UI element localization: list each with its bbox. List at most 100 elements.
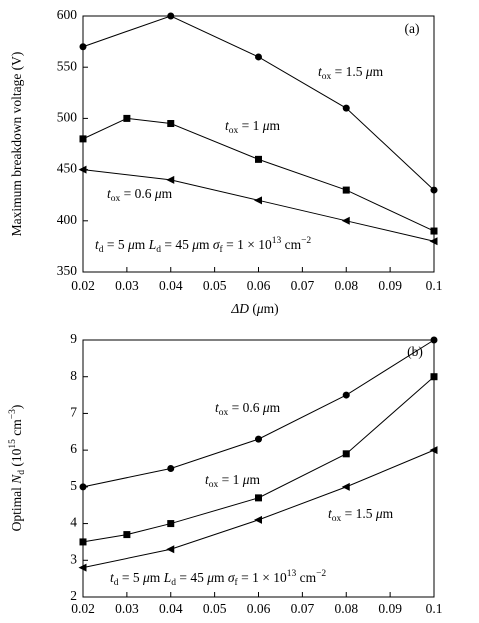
- marker: [254, 196, 262, 205]
- x-tick-label: 0.06: [247, 601, 271, 616]
- text-part: ox: [322, 72, 332, 82]
- text-part: = 0.6: [228, 400, 263, 415]
- x-tick-label: 0.03: [115, 601, 139, 616]
- x-tick-label: 0.07: [291, 278, 315, 293]
- text-part: t: [318, 64, 323, 79]
- text-part: 13: [272, 236, 282, 246]
- text-part: = 45: [161, 237, 192, 252]
- text-part: d: [114, 578, 119, 588]
- marker: [430, 336, 438, 344]
- text-part: d: [17, 470, 27, 475]
- x-tick-label: 0.06: [247, 278, 271, 293]
- marker: [429, 237, 438, 246]
- marker: [430, 186, 438, 194]
- text-part: μ: [256, 301, 264, 316]
- text-part: d: [171, 578, 176, 588]
- text-part: = 1 × 10: [223, 237, 272, 252]
- x-tick-label: 0.08: [334, 601, 358, 616]
- x-tick-label: 0.05: [203, 601, 227, 616]
- x-tick-label: 0.09: [378, 278, 402, 293]
- marker: [167, 520, 175, 528]
- marker: [79, 43, 87, 51]
- marker: [79, 483, 87, 491]
- text-part: μ: [375, 506, 383, 521]
- y-tick-label: 9: [70, 331, 77, 346]
- x-tick-label: 0.09: [378, 601, 402, 616]
- y-tick-label: 3: [70, 551, 77, 566]
- panel-label: (a): [405, 21, 420, 36]
- text-part: d: [99, 245, 104, 255]
- marker: [79, 135, 87, 143]
- text-part: f: [235, 577, 239, 588]
- text-part: μ: [262, 400, 270, 415]
- text-part: μ: [365, 64, 373, 79]
- marker: [166, 175, 175, 184]
- text-part: m: [250, 472, 261, 487]
- text-part: = 1.5: [341, 506, 376, 521]
- marker: [79, 538, 87, 546]
- text-part: ox: [332, 514, 342, 524]
- marker: [123, 114, 131, 122]
- x-tick-label: 0.04: [159, 601, 183, 616]
- marker: [167, 12, 175, 20]
- text-part: t: [107, 186, 112, 201]
- marker: [342, 391, 350, 399]
- text-part: f: [220, 244, 224, 255]
- marker: [167, 465, 175, 472]
- text-part: ox: [219, 408, 229, 418]
- text-part: m: [270, 118, 281, 133]
- text-part: t: [205, 472, 210, 487]
- y-tick-label: 2: [70, 588, 77, 603]
- text-part: = 1.5: [331, 64, 366, 79]
- text-part: ): [9, 405, 24, 410]
- text-part: t: [95, 237, 100, 252]
- marker: [342, 186, 350, 194]
- text-part: = 1: [238, 118, 263, 133]
- text-part: m: [150, 570, 164, 585]
- text-part: = 1 × 10: [238, 570, 287, 585]
- marker: [255, 435, 262, 443]
- text-part: cm: [296, 570, 316, 585]
- text-part: −2: [301, 236, 311, 246]
- marker: [430, 227, 438, 235]
- text-part: t: [225, 118, 230, 133]
- x-tick-label: 0.08: [334, 278, 358, 293]
- marker: [78, 165, 87, 174]
- x-axis-label: ΔD (μm): [230, 301, 278, 316]
- x-tick-label: 0.07: [291, 601, 315, 616]
- text-part: 15: [8, 439, 18, 449]
- text-part: N: [9, 474, 24, 485]
- series-label: tox = 1 μm: [225, 118, 281, 136]
- y-tick-label: 8: [70, 368, 77, 383]
- text-part: Maximum breakdown voltage (V): [9, 52, 24, 237]
- y-axis-label: Optimal Nd (1015 cm−3): [8, 405, 27, 532]
- series-line: [82, 117, 435, 232]
- text-part: (: [249, 301, 257, 316]
- series-line: [82, 169, 435, 242]
- text-part: cm: [281, 237, 301, 252]
- y-tick-label: 450: [57, 161, 78, 176]
- marker: [123, 531, 131, 539]
- text-part: t: [110, 570, 115, 585]
- text-part: m: [135, 237, 149, 252]
- y-axis-label: Maximum breakdown voltage (V): [9, 52, 24, 237]
- marker: [255, 494, 262, 502]
- y-tick-label: 500: [57, 109, 78, 124]
- marker: [341, 482, 350, 491]
- marker: [255, 53, 262, 61]
- text-part: d: [156, 245, 161, 255]
- text-part: = 5: [119, 570, 144, 585]
- text-part: −3: [8, 409, 18, 419]
- x-tick-label: 0.02: [71, 601, 95, 616]
- marker: [430, 373, 438, 381]
- text-part: μ: [191, 237, 199, 252]
- text-part: L: [163, 570, 172, 585]
- text-part: μ: [127, 237, 135, 252]
- text-part: m: [214, 570, 228, 585]
- text-part: σ: [228, 570, 236, 585]
- marker: [342, 450, 350, 458]
- text-part: μ: [154, 186, 162, 201]
- x-tick-label: 0.05: [203, 278, 227, 293]
- series-line: [82, 15, 435, 191]
